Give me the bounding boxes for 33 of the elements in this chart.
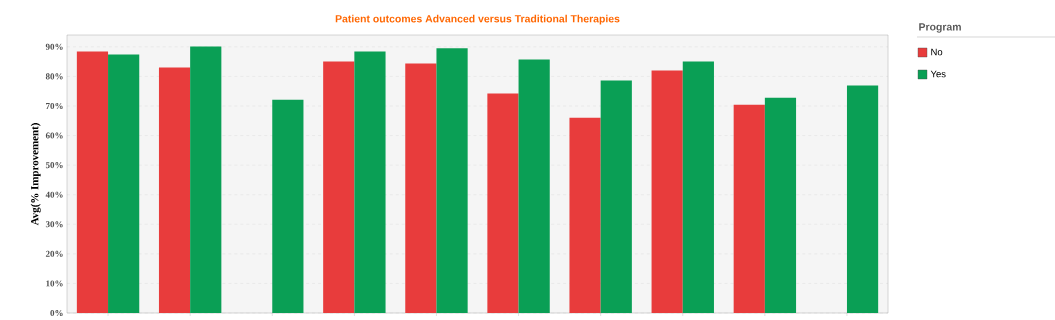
- bar: [764, 97, 797, 313]
- bar: [733, 104, 765, 313]
- y-tick-label: 90%: [45, 43, 63, 50]
- bar: [600, 80, 632, 313]
- bar: [323, 61, 355, 313]
- bar: [846, 85, 879, 313]
- bar: [682, 61, 714, 313]
- legend-label: Yes: [930, 70, 946, 78]
- bar: [518, 59, 550, 313]
- bar: [354, 51, 386, 313]
- legend-label: No: [931, 48, 943, 56]
- y-axis-title: Avg(% Improvement): [30, 123, 41, 226]
- bar: [569, 117, 601, 313]
- y-tick-label: 60%: [45, 132, 63, 139]
- legend-title: Program: [919, 23, 961, 33]
- bar: [272, 99, 304, 313]
- bar: [76, 51, 109, 313]
- bar: [108, 54, 140, 313]
- bar: [158, 67, 191, 313]
- y-tick-label: 10%: [46, 280, 63, 287]
- bar: [651, 70, 683, 313]
- bar: [487, 93, 519, 313]
- y-tick-label: 0%: [50, 309, 63, 317]
- y-tick-label: 30%: [45, 221, 63, 228]
- y-tick-label: 40%: [45, 191, 63, 198]
- y-tick-label: 70%: [46, 102, 63, 110]
- bar: [190, 46, 222, 313]
- chart-title: Patient outcomes Advanced versus Traditional Therapies: [335, 14, 620, 25]
- y-tick-label: 80%: [45, 73, 63, 80]
- y-tick-label: 50%: [45, 162, 63, 169]
- bar: [405, 63, 437, 313]
- bar: [436, 48, 468, 313]
- y-tick-label: 20%: [45, 250, 63, 257]
